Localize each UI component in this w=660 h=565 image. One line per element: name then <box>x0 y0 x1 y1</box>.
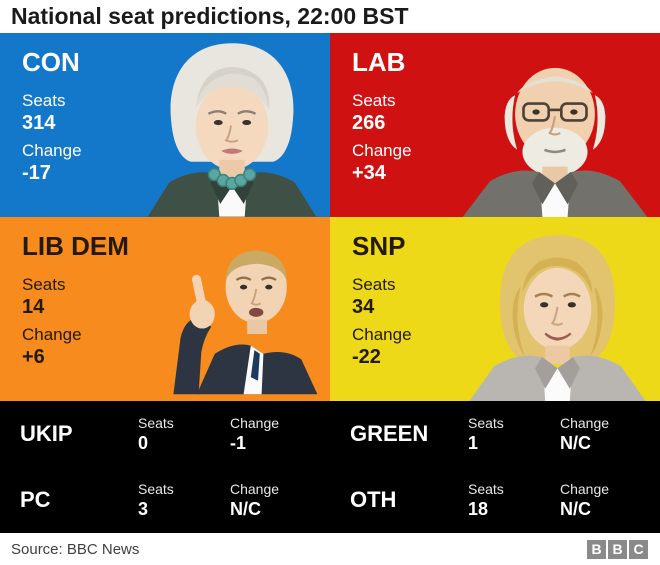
change-label: Change <box>230 414 280 431</box>
hair <box>504 95 518 150</box>
minor-party-ukip: UKIP Seats 0 Change -1 <box>0 401 330 467</box>
face <box>225 251 287 324</box>
seats-label: Seats <box>468 414 504 431</box>
change-label: Change <box>560 480 610 497</box>
seats-value: 266 <box>352 112 386 134</box>
seats-value: 14 <box>22 296 45 318</box>
seats-label: Seats <box>138 480 174 497</box>
seats-label: Seats <box>352 91 396 110</box>
change-column: Change N/C <box>230 481 330 520</box>
change-value: +6 <box>22 346 45 368</box>
party-name: GREEN <box>350 421 429 446</box>
page-title: National seat predictions, 22:00 BST <box>11 3 409 29</box>
change-value: N/C <box>560 498 591 519</box>
seats-value: 34 <box>352 296 375 318</box>
bbc-logo: B B C <box>587 539 648 559</box>
libdem-stats: LIB DEM Seats 14 Change +6 <box>0 217 330 369</box>
seats-column: Seats 3 <box>138 481 230 520</box>
party-name: SNP <box>352 231 406 261</box>
seats-label: Seats <box>352 275 396 294</box>
seats-column: Seats 0 <box>138 415 230 454</box>
hair <box>225 250 287 282</box>
change-column: Change N/C <box>560 481 660 520</box>
source-credit: Source: BBC News <box>11 540 140 558</box>
party-name: PC <box>20 487 51 512</box>
quadrant-libdem: LIB DEM Seats 14 Change +6 <box>0 217 330 401</box>
change-label: Change <box>230 480 280 497</box>
party-name: LIB DEM <box>22 231 129 261</box>
change-label: Change <box>352 325 412 344</box>
party-name: OTH <box>350 487 397 512</box>
change-value: -17 <box>22 162 51 184</box>
bbc-logo-block: B <box>608 539 627 559</box>
seats-label: Seats <box>22 91 66 110</box>
minor-party-green: GREEN Seats 1 Change N/C <box>330 401 660 467</box>
mouth <box>249 307 264 317</box>
quadrant-snp: SNP Seats 34 Change -22 <box>330 217 660 401</box>
party-name: UKIP <box>20 421 73 446</box>
bbc-logo-block: B <box>587 539 606 559</box>
change-value: N/C <box>560 432 591 453</box>
minor-party-pc: PC Seats 3 Change N/C <box>0 467 330 533</box>
change-label: Change <box>22 325 82 344</box>
change-label: Change <box>560 414 610 431</box>
seats-column: Seats 1 <box>468 415 560 454</box>
bbc-logo-block: C <box>629 539 648 559</box>
nicola-sturgeon-portrait <box>469 235 646 401</box>
tim-farron-portrait <box>173 250 318 395</box>
seats-column: Seats 18 <box>468 481 560 520</box>
arm <box>173 316 212 395</box>
quadrant-con: CON Seats 314 Change -17 <box>0 33 330 217</box>
header: National seat predictions, 22:00 BST <box>0 0 660 33</box>
change-value: +34 <box>352 162 386 184</box>
seats-value: 314 <box>22 112 56 134</box>
change-label: Change <box>22 141 82 160</box>
seats-value: 0 <box>138 432 149 453</box>
theresa-may-portrait <box>147 43 317 217</box>
smile <box>544 332 572 341</box>
hand <box>189 299 215 329</box>
seats-value: 3 <box>138 498 149 519</box>
footer: Source: BBC News B B C <box>0 533 660 565</box>
face <box>195 83 269 170</box>
seats-label: Seats <box>468 480 504 497</box>
party-name: CON <box>22 47 80 77</box>
change-label: Change <box>352 141 412 160</box>
con-stats: CON Seats 314 Change -17 <box>0 33 330 185</box>
seats-value: 18 <box>468 498 489 519</box>
seats-label: Seats <box>138 414 174 431</box>
snp-stats: SNP Seats 34 Change -22 <box>330 217 660 369</box>
party-grid: CON Seats 314 Change -17 <box>0 33 660 401</box>
minor-party-oth: OTH Seats 18 Change N/C <box>330 467 660 533</box>
necklace <box>207 167 257 190</box>
change-value: -1 <box>230 432 247 453</box>
quadrant-lab: LAB Seats 266 Change +34 <box>330 33 660 217</box>
jeremy-corbyn-portrait <box>462 67 648 217</box>
seats-label: Seats <box>22 275 66 294</box>
change-value: N/C <box>230 498 261 519</box>
lab-stats: LAB Seats 266 Change +34 <box>330 33 660 185</box>
change-value: -22 <box>352 346 381 368</box>
seats-value: 1 <box>468 432 479 453</box>
minor-parties-band: UKIP Seats 0 Change -1 GREEN Seats 1 Cha… <box>0 401 660 533</box>
change-column: Change N/C <box>560 415 660 454</box>
party-name: LAB <box>352 47 406 77</box>
glasses <box>522 102 551 122</box>
change-column: Change -1 <box>230 415 330 454</box>
